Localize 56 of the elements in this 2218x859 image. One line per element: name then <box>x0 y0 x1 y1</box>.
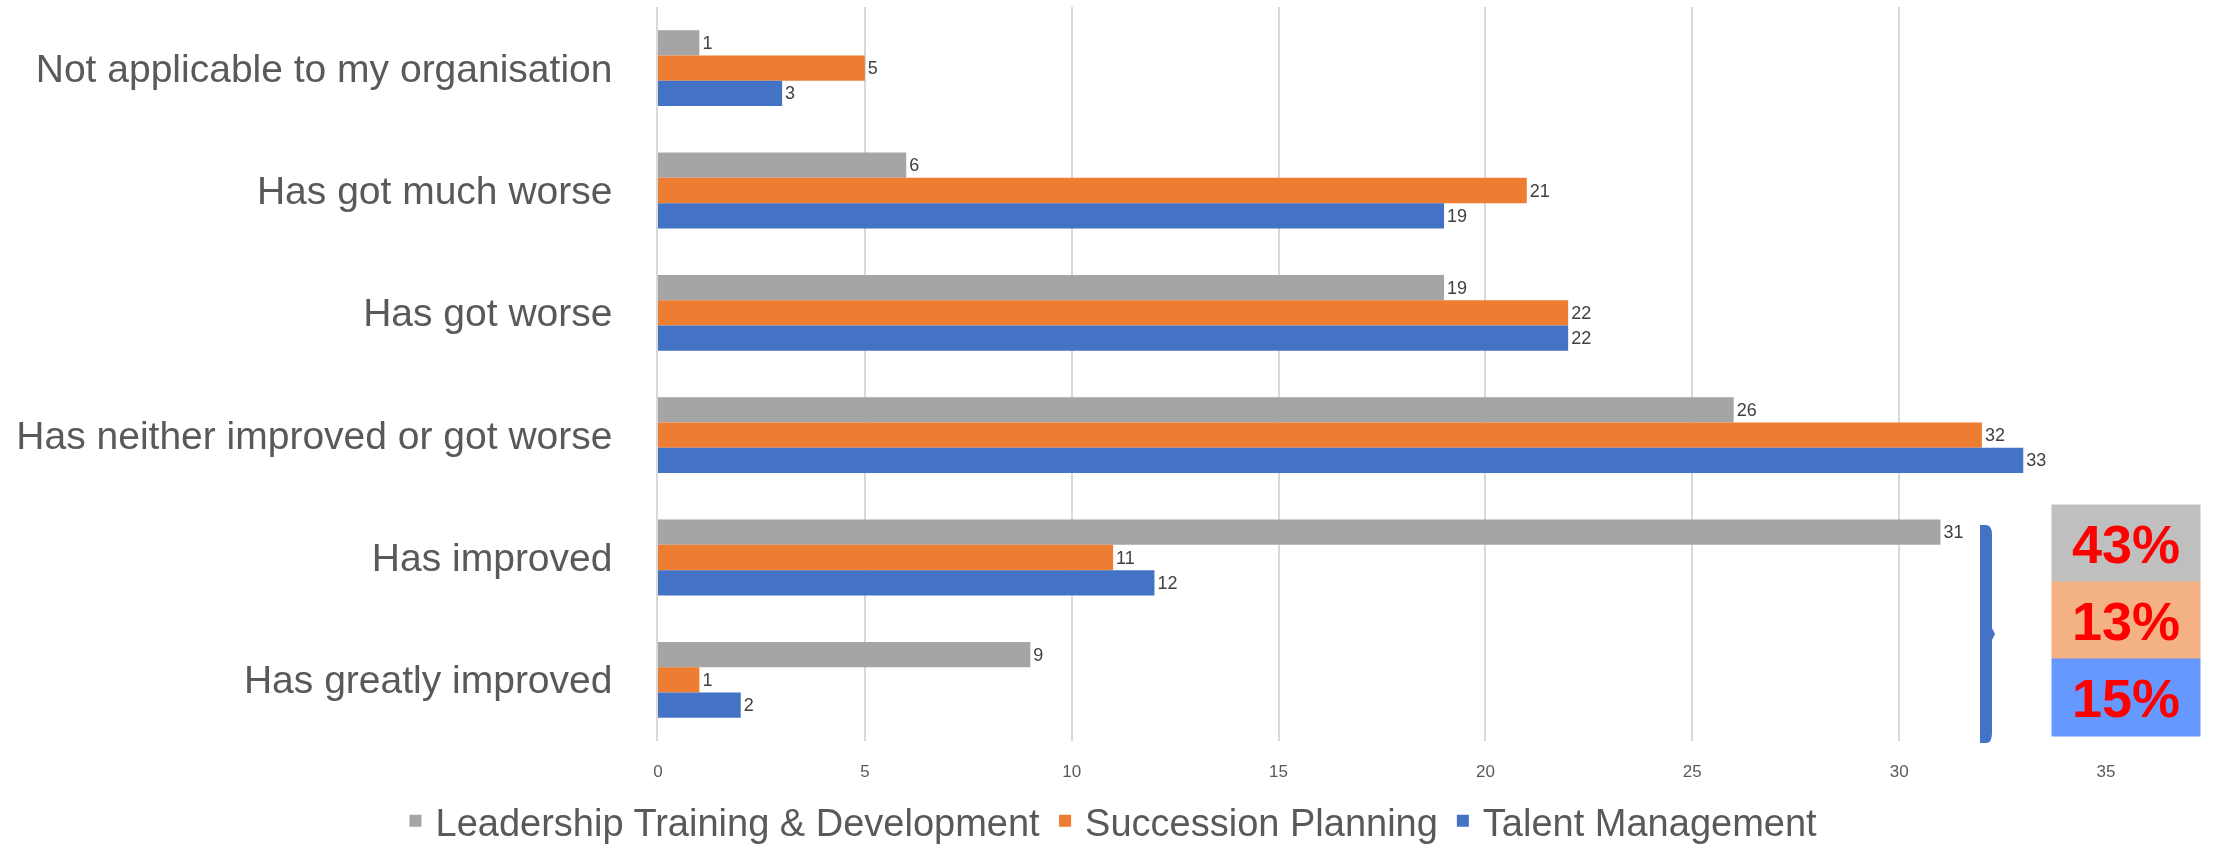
legend-label: Leadership Training & Development <box>435 801 1041 844</box>
data-label: 1 <box>702 669 713 690</box>
x-tick-label: 35 <box>2096 762 2116 781</box>
data-label: 12 <box>1157 572 1178 593</box>
bar <box>658 325 1569 351</box>
bar <box>658 447 2024 474</box>
bar <box>658 55 865 81</box>
bar <box>658 641 1031 668</box>
legend-label: Succession Planning <box>1085 801 1438 844</box>
data-label: 22 <box>1571 302 1592 323</box>
x-tick-label: 15 <box>1269 762 1289 781</box>
y-tick-label: Has neither improved or got worse <box>16 413 613 457</box>
y-tick-label: Has improved <box>371 536 613 580</box>
y-tick-label: Has got much worse <box>256 169 613 213</box>
data-label: 3 <box>785 83 796 104</box>
bar <box>658 422 1982 448</box>
bar <box>658 274 1445 301</box>
data-label: 26 <box>1736 399 1757 420</box>
x-tick-label: 20 <box>1475 762 1495 781</box>
bar <box>658 177 1527 204</box>
data-label: 33 <box>2026 450 2047 471</box>
data-label: 9 <box>1033 644 1044 665</box>
bar <box>658 692 741 718</box>
legend-label: Talent Management <box>1482 801 1818 844</box>
y-tick-label: Has got worse <box>363 291 613 335</box>
annotation: 43% <box>2071 513 2181 574</box>
bar <box>658 667 700 693</box>
bar <box>658 80 783 107</box>
data-label: 22 <box>1571 328 1592 349</box>
data-label: 6 <box>909 155 920 176</box>
data-label: 11 <box>1116 547 1135 568</box>
bar <box>658 300 1569 326</box>
x-tick-label: 25 <box>1682 762 1702 781</box>
bar <box>658 544 1114 571</box>
data-label: 31 <box>1943 522 1964 543</box>
annotation: 15% <box>2071 667 2181 728</box>
x-tick-label: 0 <box>653 762 663 781</box>
bar <box>658 203 1445 229</box>
bar <box>658 152 907 178</box>
data-label: 2 <box>743 695 754 716</box>
bar <box>658 519 1941 545</box>
data-label: 21 <box>1529 180 1550 201</box>
data-label: 32 <box>1984 425 2005 446</box>
data-label: 5 <box>867 58 878 79</box>
data-label: 1 <box>702 32 713 53</box>
bar <box>658 570 1155 596</box>
y-tick-label: Has greatly improved <box>243 658 613 702</box>
bar <box>658 30 700 56</box>
data-label: 19 <box>1447 205 1468 226</box>
y-tick-label: Not applicable to my organisation <box>35 46 613 90</box>
x-tick-label: 10 <box>1062 762 1082 781</box>
x-tick-label: 30 <box>1889 762 1909 781</box>
bar <box>658 397 1734 423</box>
annotation: 13% <box>2071 590 2181 651</box>
data-label: 19 <box>1447 277 1468 298</box>
x-tick-label: 5 <box>860 762 870 781</box>
